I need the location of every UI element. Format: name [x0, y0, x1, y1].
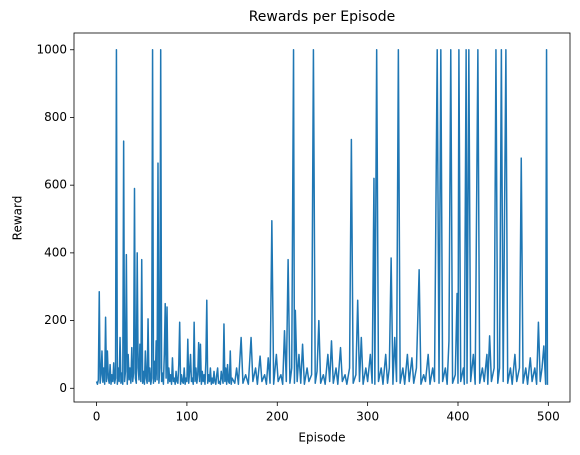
x-axis-label: Episode — [298, 431, 345, 445]
line-series — [95, 49, 549, 385]
y-tick-label: 400 — [44, 245, 67, 259]
x-tick-label: 300 — [356, 410, 379, 424]
x-tick-label: 400 — [447, 410, 470, 424]
y-tick-label: 1000 — [36, 42, 67, 56]
y-tick-label: 200 — [44, 313, 67, 327]
y-tick-label: 600 — [44, 178, 67, 192]
y-tick-label: 800 — [44, 110, 67, 124]
y-axis-label: Reward — [11, 196, 25, 241]
y-tick-label: 0 — [59, 381, 67, 395]
x-tick-label: 200 — [266, 410, 289, 424]
plot-frame — [73, 32, 571, 403]
x-tick-label: 500 — [537, 410, 560, 424]
x-tick-label: 100 — [175, 410, 198, 424]
chart-title: Rewards per Episode — [249, 9, 396, 25]
x-tick-label: 0 — [93, 410, 101, 424]
